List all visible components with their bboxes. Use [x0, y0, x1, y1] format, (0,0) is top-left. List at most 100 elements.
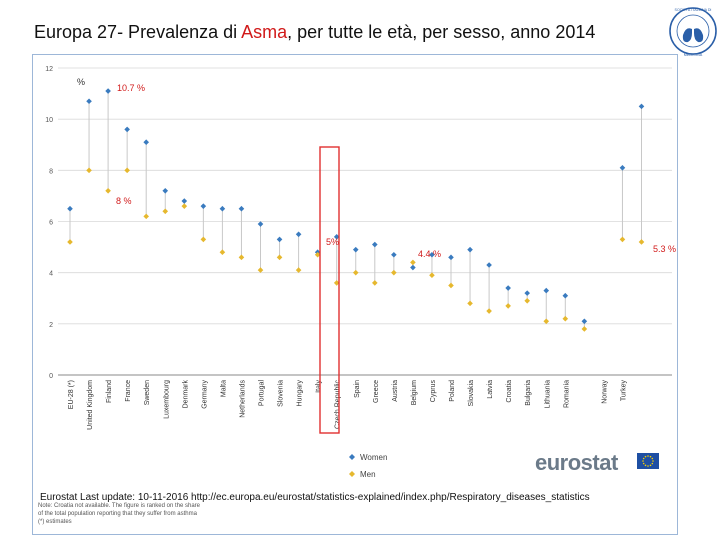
eu-star-6 — [642, 460, 644, 462]
chart-frame — [32, 54, 678, 535]
men-point-24 — [524, 298, 530, 304]
women-point-8 — [219, 205, 226, 212]
legend: Women Men — [349, 453, 387, 479]
y-tick-label-5: 10 — [45, 117, 53, 124]
x-tick-label-10: Portugal — [259, 380, 266, 407]
y-tick-label-6: 12 — [45, 66, 53, 73]
y-tick-label-1: 2 — [49, 322, 53, 329]
logo-top-text: SOCIETÀ ITALIANA DI — [675, 8, 712, 12]
women-point-22 — [486, 262, 492, 268]
women-point-1 — [86, 98, 92, 105]
logo-inner-ring — [676, 14, 710, 48]
men-point-20 — [448, 282, 454, 289]
women-point-6 — [181, 198, 188, 204]
men-point-5 — [162, 208, 169, 215]
women-point-9 — [238, 205, 245, 212]
x-tick-label-22: Latvia — [487, 380, 494, 399]
y-tick-label-3: 6 — [49, 220, 53, 227]
women-point-29 — [619, 164, 626, 171]
men-point-21 — [467, 300, 473, 307]
women-point-24 — [524, 290, 530, 296]
x-ticks: EU-28 (*) United Kingdom Finland France Swed… — [68, 380, 627, 430]
men-point-15 — [352, 269, 359, 276]
men-point-4 — [143, 213, 149, 220]
men-point-7 — [200, 236, 207, 243]
annotation-finland: 10.7 % — [117, 83, 145, 93]
x-tick-label-20: Poland — [449, 380, 456, 402]
women-point-23 — [505, 285, 511, 291]
y-tick-label-0: 0 — [49, 373, 53, 380]
legend-women-marker — [349, 454, 355, 460]
grid-layer — [58, 67, 672, 376]
logo-ring — [669, 7, 717, 55]
legend-women-label: Women — [360, 453, 387, 462]
men-point-25 — [543, 318, 550, 325]
men-point-30 — [638, 239, 645, 245]
series-layer — [67, 88, 645, 332]
men-point-14 — [333, 280, 340, 286]
legend-men-label: Men — [360, 470, 376, 479]
women-point-20 — [448, 254, 454, 261]
women-point-0 — [67, 205, 73, 212]
x-tick-label-5: Luxembourg — [163, 380, 170, 419]
x-tick-label-25: Lithuania — [544, 380, 551, 409]
men-point-23 — [505, 303, 511, 309]
annotation-five-three: 5.3 % — [653, 244, 676, 254]
women-point-7 — [200, 203, 207, 209]
title-highlight: Asma — [241, 22, 288, 42]
women-point-21 — [467, 246, 473, 253]
x-tick-label-24: Bulgaria — [525, 380, 532, 406]
women-point-19 — [429, 251, 435, 258]
footer-note-2: of the total population reporting that t… — [38, 511, 197, 517]
y-ticks: 0 2 4 6 8 10 12 — [45, 66, 53, 380]
eu-star-8 — [644, 455, 647, 458]
eu-star-7 — [642, 457, 645, 460]
eu-star-9 — [647, 455, 649, 457]
italy-highlight-box — [319, 146, 340, 434]
x-tick-label-28: Norway — [601, 380, 608, 404]
x-tick-label-1: United Kingdom — [87, 380, 94, 430]
women-point-18 — [410, 264, 416, 271]
women-point-30 — [638, 103, 645, 110]
women-point-26 — [562, 292, 569, 299]
eu-star-10 — [649, 455, 652, 458]
men-point-8 — [219, 249, 226, 255]
title-prefix: Europa 27- Prevalenza di — [34, 22, 242, 42]
eu-star-4 — [644, 464, 647, 467]
eu-star-1 — [651, 462, 654, 465]
women-point-14 — [333, 234, 340, 240]
legend-men-marker — [349, 471, 355, 477]
x-tick-label-11: Slovenia — [278, 380, 285, 407]
lungs-icon — [682, 19, 704, 43]
logo-bottom-text: MEDICINA — [684, 53, 703, 57]
eu-star-5 — [642, 462, 645, 465]
x-tick-label-15: Spain — [354, 380, 361, 398]
x-tick-label-7: Germany — [201, 380, 208, 409]
x-tick-label-6: Denmark — [182, 380, 189, 409]
x-tick-label-19: Cyprus — [430, 380, 437, 403]
men-point-10 — [257, 267, 264, 273]
x-tick-label-26: Romania — [563, 380, 570, 408]
x-tick-label-14: Czech Republic — [335, 380, 342, 430]
men-point-11 — [276, 254, 283, 261]
men-point-29 — [619, 236, 626, 243]
x-tick-label-8: Malta — [220, 380, 227, 397]
y-tick-label-2: 4 — [49, 271, 53, 278]
y-tick-label-4: 8 — [49, 168, 53, 175]
men-point-3 — [124, 167, 130, 174]
eu-star-11 — [651, 457, 654, 460]
footer-update: Eurostat Last update: 10-11-2016 http://… — [40, 492, 590, 503]
women-point-17 — [391, 251, 397, 258]
eurostat-logo: eurostat — [535, 450, 618, 475]
women-point-11 — [276, 236, 283, 243]
x-tick-label-21: Slovakia — [468, 380, 475, 407]
eu-stars-icon — [642, 455, 654, 467]
women-point-25 — [543, 287, 550, 294]
women-point-3 — [124, 126, 130, 133]
men-point-26 — [562, 315, 569, 322]
men-point-18 — [410, 259, 416, 266]
men-point-9 — [238, 254, 245, 261]
eu-star-3 — [647, 465, 649, 467]
women-point-12 — [295, 231, 302, 238]
